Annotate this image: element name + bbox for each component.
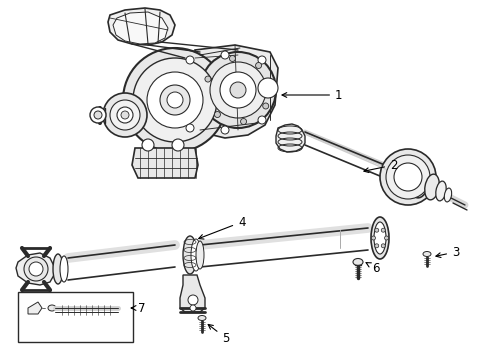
Circle shape (258, 56, 265, 64)
Circle shape (123, 48, 226, 152)
Circle shape (374, 244, 378, 248)
Circle shape (255, 63, 261, 68)
Circle shape (220, 72, 256, 108)
Ellipse shape (422, 252, 430, 257)
Circle shape (190, 305, 196, 311)
Circle shape (103, 93, 147, 137)
Ellipse shape (410, 166, 428, 198)
Circle shape (214, 112, 220, 117)
Ellipse shape (198, 315, 205, 320)
Circle shape (160, 85, 190, 115)
Circle shape (185, 56, 194, 64)
Circle shape (209, 62, 265, 118)
Ellipse shape (370, 217, 388, 259)
Ellipse shape (60, 256, 68, 282)
Ellipse shape (424, 174, 438, 200)
Circle shape (167, 92, 183, 108)
Polygon shape (132, 148, 198, 178)
Circle shape (379, 149, 435, 205)
Polygon shape (16, 253, 54, 285)
Circle shape (204, 76, 210, 82)
Circle shape (29, 262, 43, 276)
Circle shape (221, 51, 228, 59)
Circle shape (384, 236, 387, 240)
Circle shape (381, 244, 385, 248)
Polygon shape (113, 12, 168, 44)
Text: 5: 5 (208, 324, 229, 345)
Circle shape (187, 295, 198, 305)
Circle shape (262, 103, 268, 109)
Circle shape (381, 228, 385, 232)
Circle shape (385, 155, 429, 199)
Circle shape (393, 163, 421, 191)
Circle shape (221, 126, 228, 134)
Circle shape (110, 100, 140, 130)
Circle shape (24, 257, 48, 281)
Circle shape (147, 72, 203, 128)
Polygon shape (275, 124, 305, 152)
Text: 6: 6 (366, 261, 379, 274)
Ellipse shape (444, 188, 451, 202)
Ellipse shape (191, 239, 201, 271)
Polygon shape (108, 8, 175, 45)
Circle shape (142, 139, 154, 151)
Circle shape (229, 82, 245, 98)
Circle shape (117, 107, 133, 123)
Ellipse shape (352, 258, 362, 266)
Circle shape (371, 236, 375, 240)
Bar (18, 292, 133, 342)
Polygon shape (180, 275, 204, 312)
Circle shape (133, 58, 217, 142)
Text: 3: 3 (435, 246, 458, 258)
Circle shape (200, 52, 275, 128)
Ellipse shape (183, 236, 197, 274)
Ellipse shape (48, 305, 56, 311)
Ellipse shape (53, 254, 63, 284)
Circle shape (374, 228, 378, 232)
Text: 4: 4 (198, 216, 245, 239)
Ellipse shape (196, 241, 203, 269)
Circle shape (94, 111, 102, 119)
Ellipse shape (435, 181, 446, 201)
Circle shape (240, 118, 246, 125)
Circle shape (258, 78, 278, 98)
Circle shape (172, 139, 183, 151)
Circle shape (185, 124, 194, 132)
Circle shape (258, 116, 265, 124)
Text: 1: 1 (282, 89, 342, 102)
Text: 2: 2 (363, 158, 397, 172)
Circle shape (90, 107, 106, 123)
Circle shape (229, 55, 235, 62)
Circle shape (121, 111, 129, 119)
Polygon shape (182, 45, 278, 138)
Polygon shape (28, 302, 42, 314)
Ellipse shape (373, 222, 385, 254)
Text: 7: 7 (131, 302, 145, 315)
